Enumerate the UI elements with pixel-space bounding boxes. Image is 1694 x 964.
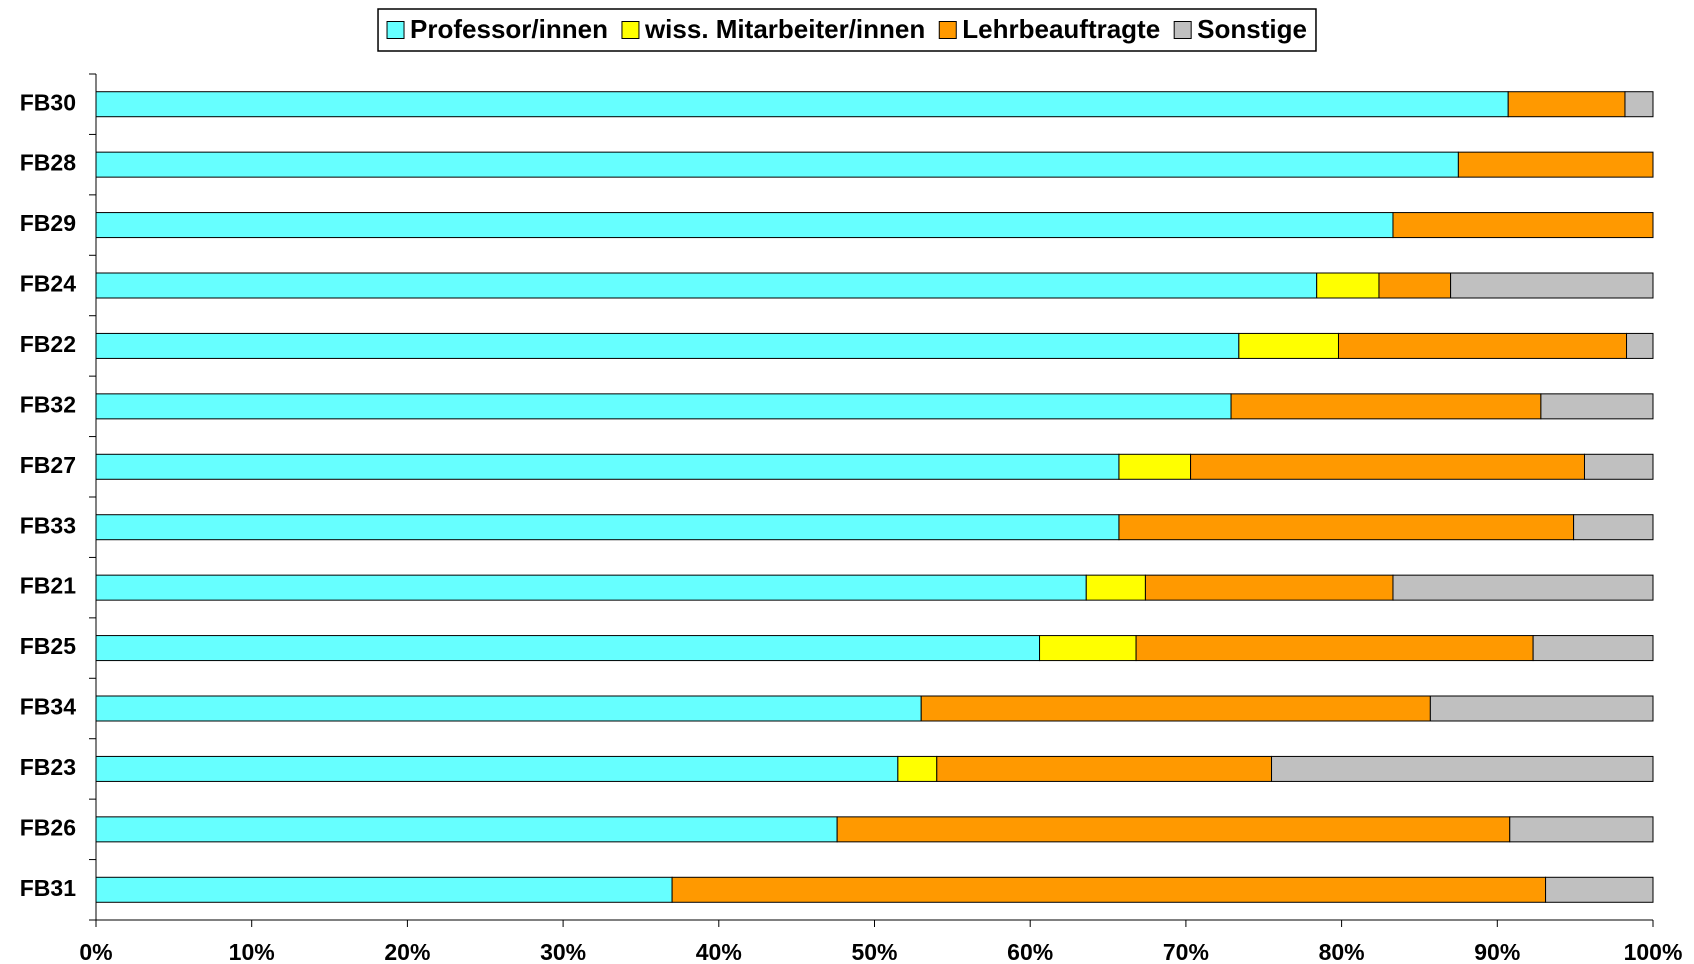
bar-segment	[920, 695, 1431, 722]
legend-box	[377, 8, 1317, 52]
bar-segment	[1626, 332, 1654, 359]
bar-segment	[95, 151, 1459, 178]
x-tick-label: 60%	[1007, 939, 1053, 964]
bar-segment	[95, 393, 1232, 420]
bar-segment	[1583, 453, 1654, 480]
legend-swatch	[621, 21, 640, 39]
bar-segment	[1085, 574, 1146, 601]
bar-segment	[1545, 876, 1654, 903]
y-tick-label: FB24	[20, 271, 76, 297]
x-tick-label: 0%	[79, 939, 112, 964]
bar-segment	[1392, 212, 1654, 239]
bar-segment	[671, 876, 1547, 903]
bar-segment	[1118, 514, 1575, 541]
bar-segment	[936, 755, 1273, 782]
x-tick-label: 30%	[540, 939, 586, 964]
bar-segment	[1238, 332, 1339, 359]
y-tick-label: FB29	[20, 210, 76, 236]
bar-segment	[897, 755, 938, 782]
bar-segment	[1378, 272, 1452, 299]
bar-segment	[95, 332, 1240, 359]
bar-segment	[836, 816, 1511, 843]
y-tick-label: FB21	[20, 573, 76, 599]
y-tick-label: FB28	[20, 150, 76, 176]
bar-segment	[1271, 755, 1654, 782]
y-tick-label: FB22	[20, 331, 76, 357]
bar-segment	[1532, 635, 1654, 662]
bar-segment	[95, 91, 1509, 118]
bar-segment	[1457, 151, 1654, 178]
bar-segment	[95, 755, 899, 782]
x-tick-label: 70%	[1163, 939, 1209, 964]
legend-label: Professor/innen	[410, 14, 608, 44]
bar-segment	[95, 453, 1120, 480]
y-tick-label: FB23	[20, 754, 76, 780]
legend-swatch	[1173, 21, 1192, 39]
bar-segment	[95, 816, 838, 843]
bar-segment	[1509, 816, 1654, 843]
bar-segment	[1429, 695, 1654, 722]
y-tick-label: FB27	[20, 452, 76, 478]
bar-segment	[1624, 91, 1654, 118]
x-tick-label: 20%	[384, 939, 430, 964]
bar-segment	[95, 876, 673, 903]
x-tick-label: 40%	[696, 939, 742, 964]
x-tick-label: 50%	[851, 939, 897, 964]
bar-segment	[1573, 514, 1654, 541]
bar-segment	[1144, 574, 1394, 601]
y-tick-label: FB26	[20, 814, 76, 840]
y-tick-label: FB33	[20, 512, 76, 538]
bar-segment	[1507, 91, 1626, 118]
bar-segment	[1450, 272, 1654, 299]
bar-segment	[1392, 574, 1654, 601]
bar-segment	[1230, 393, 1542, 420]
bar-segment	[95, 272, 1318, 299]
bar-segment	[95, 514, 1120, 541]
y-tick-label: FB32	[20, 391, 76, 417]
y-tick-label: FB25	[20, 633, 76, 659]
bar-segment	[1118, 453, 1192, 480]
x-tick-label: 10%	[229, 939, 275, 964]
y-tick-label: FB30	[20, 89, 76, 115]
legend: Professor/innen wiss. Mitarbeiter/innen Le…	[377, 8, 1317, 52]
bar-segment	[1135, 635, 1534, 662]
bar-segment	[1039, 635, 1137, 662]
legend-label: wiss. Mitarbeiter/innen	[644, 14, 925, 44]
bar-segment	[95, 695, 922, 722]
legend-label: Lehrbeauftragte	[962, 14, 1160, 44]
bar-segment	[95, 212, 1394, 239]
y-tick-label: FB34	[20, 694, 76, 720]
bar-segment	[1190, 453, 1585, 480]
bar-segment	[95, 574, 1087, 601]
x-tick-label: 80%	[1319, 939, 1365, 964]
bar-segment	[1337, 332, 1628, 359]
legend-swatch	[938, 21, 957, 39]
x-tick-label: 100%	[1624, 939, 1683, 964]
bar-segment	[95, 635, 1041, 662]
bar-segment	[1540, 393, 1654, 420]
bar-segment	[1316, 272, 1380, 299]
legend-label: Sonstige	[1197, 14, 1307, 44]
y-tick-label: FB31	[20, 875, 76, 901]
legend-swatch	[386, 21, 405, 39]
x-tick-label: 90%	[1474, 939, 1520, 964]
